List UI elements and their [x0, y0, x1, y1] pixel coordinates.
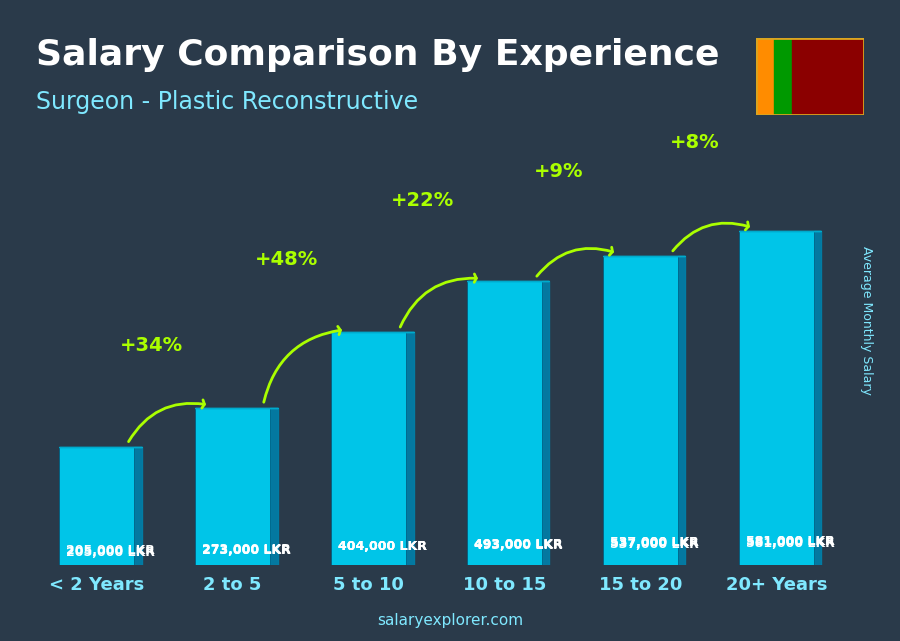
Text: Average Monthly Salary: Average Monthly Salary	[860, 246, 873, 395]
Text: 404,000 LKR: 404,000 LKR	[338, 540, 427, 553]
Bar	[756, 38, 774, 115]
Polygon shape	[678, 256, 686, 565]
Text: +48%: +48%	[256, 250, 319, 269]
Polygon shape	[406, 333, 413, 565]
Text: 493,000 LKR: 493,000 LKR	[474, 538, 562, 552]
Text: 273,000 LKR: 273,000 LKR	[202, 544, 291, 557]
Text: Salary Comparison By Experience: Salary Comparison By Experience	[36, 38, 719, 72]
Text: 404,000 LKR: 404,000 LKR	[338, 540, 427, 553]
Text: 273,000 LKR: 273,000 LKR	[202, 542, 291, 556]
Text: 493,000 LKR: 493,000 LKR	[474, 538, 562, 551]
Text: 404,000 LKR: 404,000 LKR	[338, 540, 427, 553]
Bar	[792, 38, 864, 115]
Bar	[774, 38, 792, 115]
Text: 581,000 LKR: 581,000 LKR	[746, 537, 834, 550]
Text: 205,000 LKR: 205,000 LKR	[66, 546, 155, 559]
Text: 537,000 LKR: 537,000 LKR	[610, 538, 698, 551]
Text: salaryexplorer.com: salaryexplorer.com	[377, 613, 523, 628]
Text: 581,000 LKR: 581,000 LKR	[746, 535, 834, 548]
Polygon shape	[814, 231, 822, 565]
Text: 493,000 LKR: 493,000 LKR	[474, 538, 562, 551]
Text: +34%: +34%	[120, 337, 183, 356]
Bar	[467, 281, 542, 565]
Polygon shape	[134, 447, 141, 565]
Text: Surgeon - Plastic Reconstructive: Surgeon - Plastic Reconstructive	[36, 90, 419, 113]
Text: 205,000 LKR: 205,000 LKR	[66, 544, 155, 556]
Polygon shape	[542, 281, 550, 565]
Text: +9%: +9%	[534, 162, 583, 181]
Text: 581,000 LKR: 581,000 LKR	[746, 535, 834, 548]
Bar	[603, 256, 678, 565]
Bar	[195, 408, 270, 565]
Text: +22%: +22%	[392, 191, 454, 210]
Text: 537,000 LKR: 537,000 LKR	[610, 537, 698, 549]
Bar	[331, 333, 406, 565]
Text: +8%: +8%	[670, 133, 720, 152]
Text: 537,000 LKR: 537,000 LKR	[610, 537, 698, 549]
Bar	[739, 231, 814, 565]
Text: 273,000 LKR: 273,000 LKR	[202, 544, 291, 557]
Polygon shape	[270, 408, 277, 565]
Bar	[59, 447, 134, 565]
